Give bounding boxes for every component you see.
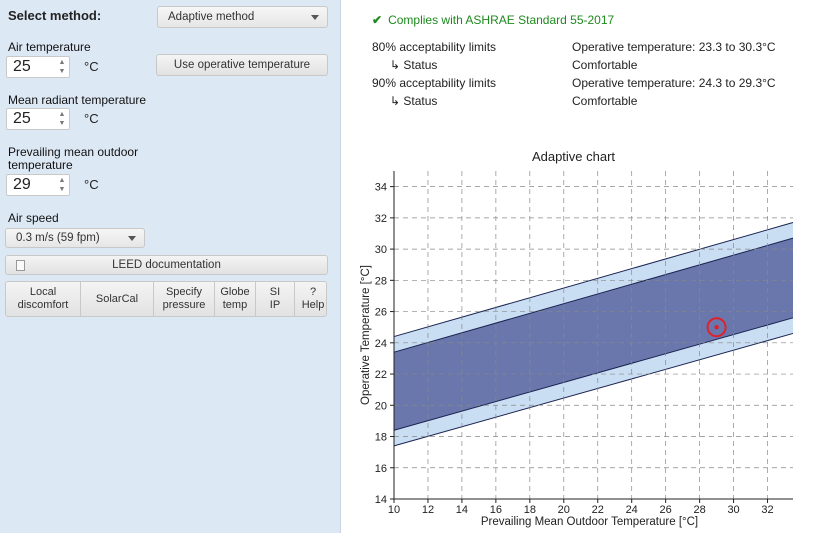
- bottom-button-row: Local discomfort SolarCal Specify pressu…: [5, 281, 327, 317]
- compliance-status: ✔ Complies with ASHRAE Standard 55-2017: [372, 13, 614, 27]
- mrt-input[interactable]: 25 ▲ ▼: [6, 108, 70, 130]
- x-tick-label: 32: [761, 504, 773, 516]
- band-upper-line: [393, 222, 794, 338]
- air-temp-label: Air temperature: [8, 40, 91, 54]
- y-tick-label: 16: [375, 463, 387, 475]
- y-tick-label: 30: [375, 244, 387, 256]
- air-temp-unit: °C: [84, 59, 99, 74]
- result-row-value: Operative temperature: 24.3 to 29.3°C: [572, 76, 776, 90]
- result-row-label: 80% acceptability limits: [372, 40, 497, 54]
- x-tick-label: 12: [422, 504, 434, 516]
- checkmark-icon: ✔: [372, 13, 383, 27]
- outdoor-temp-label-2: temperature: [8, 158, 73, 172]
- leed-documentation-label: LEED documentation: [112, 259, 221, 271]
- y-tick-label: 14: [375, 494, 387, 506]
- solarcal-button[interactable]: SolarCal: [81, 282, 154, 316]
- mrt-stepper[interactable]: ▲ ▼: [57, 110, 67, 128]
- x-tick-label: 24: [626, 504, 638, 516]
- air-speed-label: Air speed: [8, 211, 59, 225]
- method-value: Adaptive method: [168, 11, 255, 23]
- current-condition-marker: [706, 317, 727, 338]
- y-tick-label: 28: [375, 275, 387, 287]
- local-discomfort-button[interactable]: Local discomfort: [6, 282, 81, 316]
- outdoor-temp-input[interactable]: 29 ▲ ▼: [6, 174, 70, 196]
- y-tick-label: 26: [375, 307, 387, 319]
- y-axis-label: Operative Temperature [°C]: [360, 265, 372, 405]
- outdoor-temp-label-1: Prevailing mean outdoor: [8, 145, 139, 159]
- air-speed-select[interactable]: 0.3 m/s (59 fpm): [5, 228, 145, 248]
- air-temp-input[interactable]: 25 ▲ ▼: [6, 56, 70, 78]
- specify-pressure-button[interactable]: Specify pressure: [154, 282, 215, 316]
- air-temp-value: 25: [13, 58, 31, 75]
- globe-temp-button[interactable]: Globe temp: [215, 282, 256, 316]
- current-condition-point: [714, 324, 719, 330]
- document-icon: [16, 260, 25, 271]
- y-tick-label: 32: [375, 213, 387, 225]
- chevron-down-icon: [311, 15, 319, 20]
- chart-title: Adaptive chart: [532, 149, 615, 164]
- x-tick-label: 20: [558, 504, 570, 516]
- result-row-label: ↳ Status: [390, 58, 438, 72]
- outdoor-temp-stepper[interactable]: ▲ ▼: [57, 176, 67, 194]
- use-operative-temp-button[interactable]: Use operative temperature: [156, 54, 328, 76]
- outdoor-temp-value: 29: [13, 176, 31, 193]
- y-tick-label: 18: [375, 432, 387, 444]
- chevron-down-icon: [128, 236, 136, 241]
- mrt-unit: °C: [84, 111, 99, 126]
- leed-documentation-button[interactable]: LEED documentation: [5, 255, 328, 275]
- y-tick-label: 22: [375, 369, 387, 381]
- mrt-label: Mean radiant temperature: [8, 93, 147, 107]
- x-tick-label: 26: [660, 504, 672, 516]
- result-row-value: Comfortable: [572, 58, 638, 72]
- compliance-text: Complies with ASHRAE Standard 55-2017: [388, 13, 615, 27]
- spin-down-icon[interactable]: ▼: [58, 120, 66, 127]
- spin-down-icon[interactable]: ▼: [58, 186, 66, 193]
- adaptive-chart: Adaptive chart 10 12 14 16 18 20 22 24 26 28 30 32 14…: [360, 149, 794, 528]
- x-tick-label: 16: [490, 504, 502, 516]
- result-row-label: 90% acceptability limits: [372, 76, 497, 90]
- spin-up-icon[interactable]: ▲: [58, 177, 66, 184]
- x-tick-label: 10: [388, 504, 400, 516]
- result-row-label: ↳ Status: [390, 94, 438, 108]
- y-tick-label: 24: [375, 338, 387, 350]
- method-label: Select method:: [8, 8, 102, 23]
- x-axis-label: Prevailing Mean Outdoor Temperature [°C]: [481, 516, 698, 528]
- mrt-value: 25: [13, 110, 31, 127]
- y-tick-label: 20: [375, 400, 387, 412]
- input-panel: Select method: Adaptive method Air tempe…: [0, 0, 341, 533]
- si-ip-button[interactable]: SI IP: [256, 282, 295, 316]
- x-tick-label: 18: [524, 504, 536, 516]
- band-lower-line: [393, 332, 794, 447]
- result-row-value: Operative temperature: 23.3 to 30.3°C: [572, 40, 776, 54]
- x-tick-label: 22: [592, 504, 604, 516]
- spin-down-icon[interactable]: ▼: [58, 68, 66, 75]
- spin-up-icon[interactable]: ▲: [58, 59, 66, 66]
- outdoor-temp-unit: °C: [84, 177, 99, 192]
- y-tick-label: 34: [375, 182, 387, 194]
- help-button[interactable]: ? Help: [295, 282, 326, 316]
- x-tick-label: 30: [727, 504, 739, 516]
- method-select[interactable]: Adaptive method: [157, 6, 328, 28]
- band-upper-line: [393, 237, 794, 353]
- x-tick-label: 14: [456, 504, 468, 516]
- air-temp-stepper[interactable]: ▲ ▼: [57, 58, 67, 76]
- result-row-value: Comfortable: [572, 94, 638, 108]
- air-speed-value: 0.3 m/s (59 fpm): [16, 232, 100, 244]
- spin-up-icon[interactable]: ▲: [58, 111, 66, 118]
- band-90-area: [394, 238, 793, 431]
- x-tick-label: 28: [693, 504, 705, 516]
